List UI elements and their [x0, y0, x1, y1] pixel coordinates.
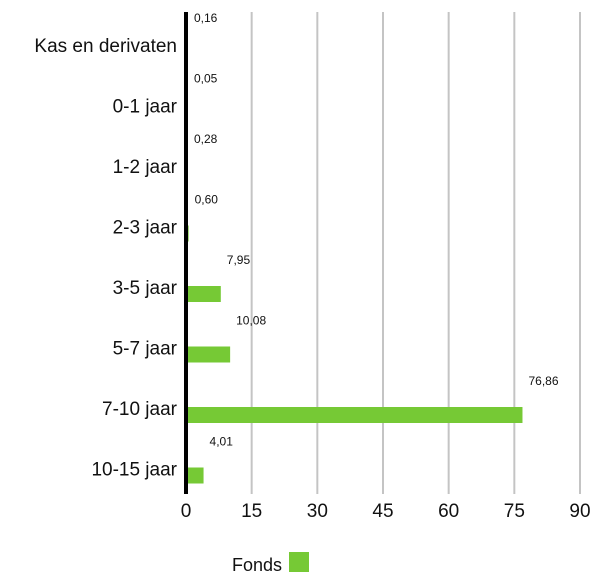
legend-swatch-fonds: [289, 552, 309, 572]
bar-3-5-jaar: [188, 286, 221, 302]
x-tick-label-15: 15: [241, 501, 262, 522]
category-labels: Kas en derivaten 0-1 jaar 1-2 jaar 2-3 jaar…: [34, 36, 177, 481]
x-tick-label-0: 0: [181, 501, 192, 522]
x-tick-label-60: 60: [438, 501, 459, 522]
category-label-kas-en-derivaten: Kas en derivaten: [34, 36, 177, 57]
legend: Fonds: [232, 552, 309, 572]
data-label-5-7-jaar: 10,08: [236, 314, 266, 328]
legend-label-fonds: Fonds: [232, 555, 282, 572]
x-tick-label-45: 45: [372, 501, 393, 522]
category-label-3-5-jaar: 3-5 jaar: [113, 278, 178, 299]
category-label-10-15-jaar: 10-15 jaar: [91, 460, 177, 481]
category-label-5-7-jaar: 5-7 jaar: [113, 339, 178, 360]
bar-5-7-jaar: [188, 346, 231, 363]
data-label-3-5-jaar: 7,95: [227, 253, 251, 267]
bar-10-15-jaar: [188, 467, 204, 484]
bar-2-3-jaar: [188, 225, 189, 242]
data-label-1-2-jaar: 0,28: [194, 132, 218, 146]
x-tick-label-30: 30: [307, 501, 328, 522]
category-label-2-3-jaar: 2-3 jaar: [113, 218, 178, 239]
category-label-7-10-jaar: 7-10 jaar: [102, 399, 178, 420]
data-label-0-1-jaar: 0,05: [194, 72, 218, 86]
data-labels: 0,16 0,05 0,28 0,60 7,95 10,08 76,86 4,01: [194, 11, 559, 449]
bar-7-10-jaar: [188, 407, 523, 423]
data-label-2-3-jaar: 0,60: [195, 193, 219, 207]
data-label-kas-en-derivaten: 0,16: [194, 11, 218, 25]
data-label-7-10-jaar: 76,86: [528, 374, 558, 388]
x-tick-label-75: 75: [504, 501, 525, 522]
bars: [188, 225, 523, 484]
x-tick-labels: 0 15 30 45 60 75 90: [181, 501, 591, 522]
category-label-0-1-jaar: 0-1 jaar: [113, 97, 178, 118]
category-label-1-2-jaar: 1-2 jaar: [113, 157, 178, 178]
x-tick-label-90: 90: [569, 501, 590, 522]
data-label-10-15-jaar: 4,01: [210, 435, 234, 449]
